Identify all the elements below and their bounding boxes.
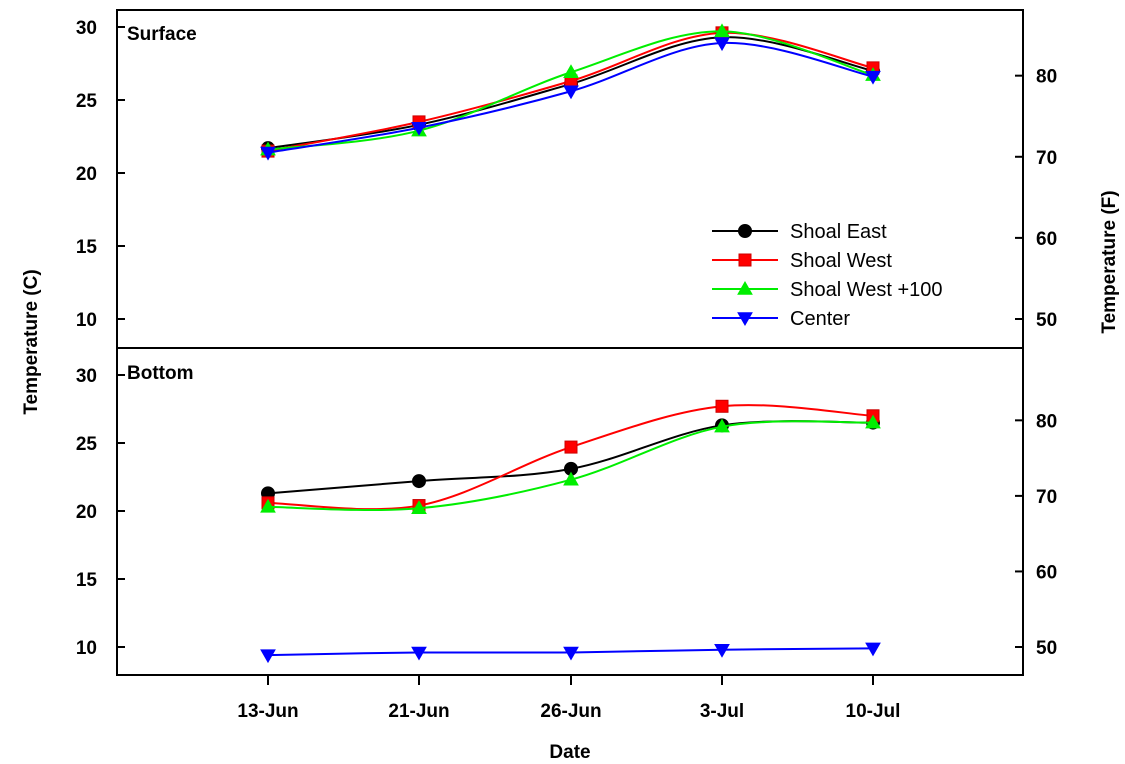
surface-right-tick-label: 80	[1036, 67, 1057, 88]
bottom-point-shoal-west-100-10-jul	[865, 414, 881, 429]
legend-marker	[737, 312, 753, 327]
legend: Shoal East Shoal West Shoal West +100 Cente…	[712, 221, 943, 330]
bottom-point-center-26-jun	[563, 646, 579, 661]
bottom-plot-frame	[116, 347, 1024, 676]
x-tick-label: 26-Jun	[540, 701, 601, 722]
bottom-right-tick-label: 50	[1036, 638, 1057, 659]
bottom-left-tick-label: 15	[76, 570, 98, 591]
bottom-point-shoal-west-100-21-jun	[411, 500, 427, 515]
legend-item-center: Center	[712, 308, 850, 330]
bottom-left-tick-label: 25	[76, 434, 98, 455]
bottom-left-tick-label: 10	[76, 638, 97, 659]
bottom-series-shoal-east	[261, 415, 880, 501]
bottom-point-shoal-west-26-jun	[564, 440, 578, 454]
legend-label: Center	[790, 308, 850, 330]
bottom-series-shoal-west	[261, 399, 880, 513]
x-tick-label: 3-Jul	[700, 701, 744, 722]
bottom-panel-title: Bottom	[127, 363, 193, 384]
series-layer	[260, 23, 881, 664]
bottom-left-tick-label: 20	[76, 502, 97, 523]
bottom-point-center-13-jun	[260, 649, 276, 664]
surface-right-tick-label: 50	[1036, 310, 1057, 331]
bottom-point-shoal-west-3-jul	[715, 399, 729, 413]
bottom-point-shoal-west-100-3-jul	[714, 418, 730, 433]
x-axis-title: Date	[549, 742, 590, 763]
bottom-right-tick-label: 60	[1036, 562, 1057, 583]
legend-marker	[738, 224, 752, 238]
legend-item-shoal-west: Shoal West	[712, 250, 892, 272]
left-y-axis-title: Temperature (C)	[21, 269, 42, 414]
legend-marker	[738, 253, 752, 267]
surface-series-center	[260, 37, 881, 161]
surface-point-center-10-jul	[865, 70, 881, 85]
surface-left-tick-label: 10	[76, 310, 97, 331]
surface-point-center-3-jul	[714, 37, 730, 52]
legend-marker	[737, 280, 753, 295]
surface-point-center-26-jun	[563, 85, 579, 100]
legend-label: Shoal West	[790, 250, 892, 272]
right-y-axis-title: Temperature (F)	[1099, 190, 1120, 333]
surface-point-shoal-west-100-26-jun	[563, 64, 579, 79]
x-tick-label: 10-Jul	[846, 701, 901, 722]
legend-label: Shoal East	[790, 221, 887, 243]
bottom-point-center-10-jul	[865, 642, 881, 657]
legend-item-shoal-west-100: Shoal West +100	[712, 279, 943, 301]
bottom-point-center-21-jun	[411, 646, 427, 661]
surface-point-center-13-jun	[260, 146, 276, 161]
legend-item-shoal-east: Shoal East	[712, 221, 887, 243]
bottom-series-center	[260, 642, 881, 664]
bottom-point-center-3-jul	[714, 643, 730, 658]
legend-label: Shoal West +100	[790, 279, 943, 301]
surface-left-tick-label: 20	[76, 164, 97, 185]
surface-panel-title: Surface	[127, 24, 197, 45]
bottom-panel: Bottom	[116, 347, 1024, 676]
surface-left-tick-label: 30	[76, 18, 97, 39]
bottom-point-shoal-west-100-13-jun	[260, 498, 276, 513]
surface-point-center-21-jun	[411, 121, 427, 136]
surface-left-tick-label: 15	[76, 237, 98, 258]
bottom-left-tick-label: 30	[76, 366, 97, 387]
bottom-series-shoal-west-100	[260, 414, 881, 515]
surface-point-shoal-west-100-3-jul	[714, 23, 730, 38]
x-tick-label: 13-Jun	[237, 701, 298, 722]
surface-left-tick-label: 25	[76, 91, 98, 112]
surface-right-tick-label: 60	[1036, 229, 1057, 250]
surface-right-tick-label: 70	[1036, 148, 1057, 169]
x-tick-label: 21-Jun	[388, 701, 449, 722]
axes-layer: 10 15 20 25 30 50 60 70 80 10 15 20 25 30 50 60 70 80 13-J…	[76, 18, 1057, 722]
bottom-point-shoal-west-100-26-jun	[563, 471, 579, 486]
bottom-right-tick-label: 70	[1036, 487, 1057, 508]
bottom-right-tick-label: 80	[1036, 411, 1057, 432]
bottom-point-shoal-east-21-jun	[412, 474, 426, 489]
